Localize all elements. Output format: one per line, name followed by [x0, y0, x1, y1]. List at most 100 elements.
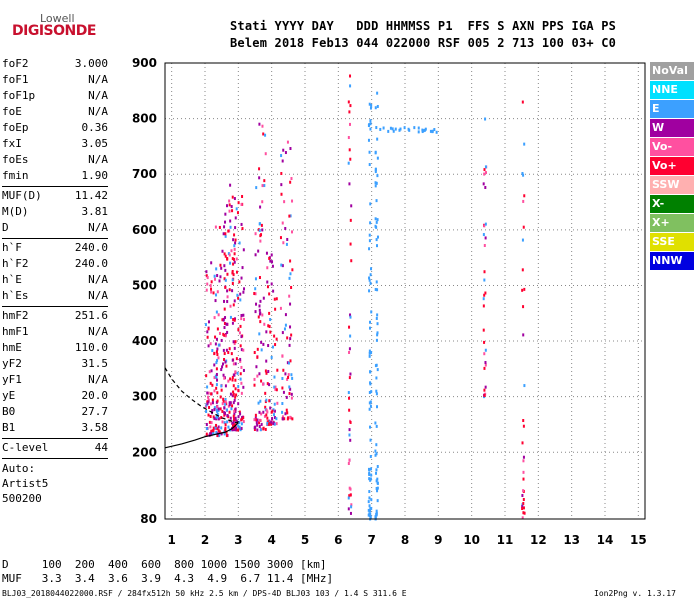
echo-dot	[288, 294, 291, 298]
echo-dot	[209, 432, 212, 436]
echo-dot	[258, 222, 261, 226]
echo-dot	[237, 328, 240, 332]
echo-dot	[521, 288, 524, 292]
echo-dot	[521, 171, 524, 175]
echo-dot	[523, 287, 526, 291]
echo-dot	[254, 292, 257, 296]
echo-dot	[347, 100, 350, 104]
param-name: yE	[2, 389, 16, 402]
echo-dot	[280, 172, 283, 176]
param-value: 31.5	[81, 357, 109, 370]
param-value: 110.0	[74, 341, 108, 354]
echo-dot	[266, 410, 269, 414]
echo-dot	[368, 320, 371, 324]
echo-dot	[228, 401, 231, 405]
echo-dot	[482, 304, 485, 308]
echo-dot	[238, 241, 241, 245]
echo-dot	[207, 344, 210, 348]
param-value: N/A	[88, 325, 108, 338]
echo-dot	[374, 453, 377, 457]
echo-dot	[234, 423, 237, 427]
echo-dot	[375, 181, 378, 185]
echo-dot	[368, 233, 371, 237]
echo-dot	[214, 374, 217, 378]
y-tick-label: 400	[132, 334, 157, 348]
echo-dot	[259, 320, 262, 324]
param-row: B0 27.7	[2, 405, 108, 421]
parameter-panel: foF2 3.000 foF1 N/A foF1p N/A foE N/A foEp 0.36 fx…	[2, 57, 108, 506]
echo-dot	[254, 416, 257, 420]
echo-dot	[216, 434, 219, 438]
echo-dot	[270, 253, 273, 257]
echo-dot	[290, 177, 293, 181]
echo-dot	[224, 384, 227, 388]
echo-dot	[374, 170, 377, 174]
echo-dot	[228, 347, 231, 351]
echo-dot	[238, 425, 241, 429]
echo-dot	[523, 194, 526, 198]
echo-dot	[281, 386, 284, 390]
header-labels: Stati YYYY DAY DDD HHMMSS P1 FFS S AXN P…	[230, 19, 617, 33]
echo-dot	[369, 477, 372, 481]
echo-dot	[231, 209, 234, 213]
echo-dot	[223, 277, 226, 281]
echo-dot	[207, 391, 210, 395]
echo-dot	[231, 321, 234, 325]
echo-dot	[267, 422, 270, 426]
echo-dot	[215, 430, 218, 434]
echo-dot	[271, 260, 274, 264]
echo-dot	[260, 412, 263, 416]
echo-dot	[376, 104, 379, 108]
echo-dot	[348, 408, 351, 412]
echo-dot	[482, 328, 485, 332]
echo-dot	[374, 421, 377, 425]
echo-dot	[229, 377, 232, 381]
echo-dot	[218, 279, 221, 283]
echo-dot	[522, 501, 525, 505]
param-value: 44	[94, 441, 108, 454]
echo-dot	[288, 385, 291, 389]
echo-dot	[484, 117, 487, 121]
param-name: foF2	[2, 57, 29, 70]
profile-curve-dashed	[164, 367, 239, 424]
echo-dot	[408, 128, 411, 132]
echo-dot	[521, 268, 524, 272]
echo-dot	[214, 335, 217, 339]
echo-dot	[289, 337, 292, 341]
echo-dot	[270, 422, 273, 426]
echo-dot	[270, 282, 273, 286]
echo-dot	[258, 421, 261, 425]
echo-dot	[228, 203, 231, 207]
echo-dot	[224, 423, 227, 427]
echo-dot	[209, 381, 212, 385]
echo-dot	[269, 259, 272, 263]
echo-dot	[483, 340, 486, 344]
echo-dot	[233, 417, 236, 421]
echo-dot	[368, 326, 371, 330]
y-tick-label: 800	[132, 112, 157, 126]
echo-dot	[429, 129, 432, 133]
echo-dot	[235, 357, 238, 361]
echo-dot	[284, 372, 287, 376]
echo-dot	[367, 508, 370, 512]
echo-dot	[216, 427, 219, 431]
echo-dot	[214, 277, 217, 281]
echo-dot	[226, 322, 229, 326]
legend-item-w: W	[650, 119, 694, 137]
param-name: fxI	[2, 137, 22, 150]
echo-dot	[235, 419, 238, 423]
echo-dot	[349, 104, 352, 108]
echo-dot	[368, 477, 371, 481]
echo-dot	[207, 320, 210, 324]
echo-dot	[376, 405, 379, 409]
legend-item-noval: NoVal	[650, 62, 694, 80]
echo-dot	[266, 382, 269, 386]
echo-dot	[231, 257, 234, 261]
echo-dot	[257, 249, 260, 253]
legend-item-ssw: SSW	[650, 176, 694, 194]
echo-dot	[273, 416, 276, 420]
echo-dot	[224, 316, 227, 320]
echo-dot	[239, 377, 242, 381]
echo-dot	[263, 184, 266, 188]
echo-dot	[281, 410, 284, 414]
